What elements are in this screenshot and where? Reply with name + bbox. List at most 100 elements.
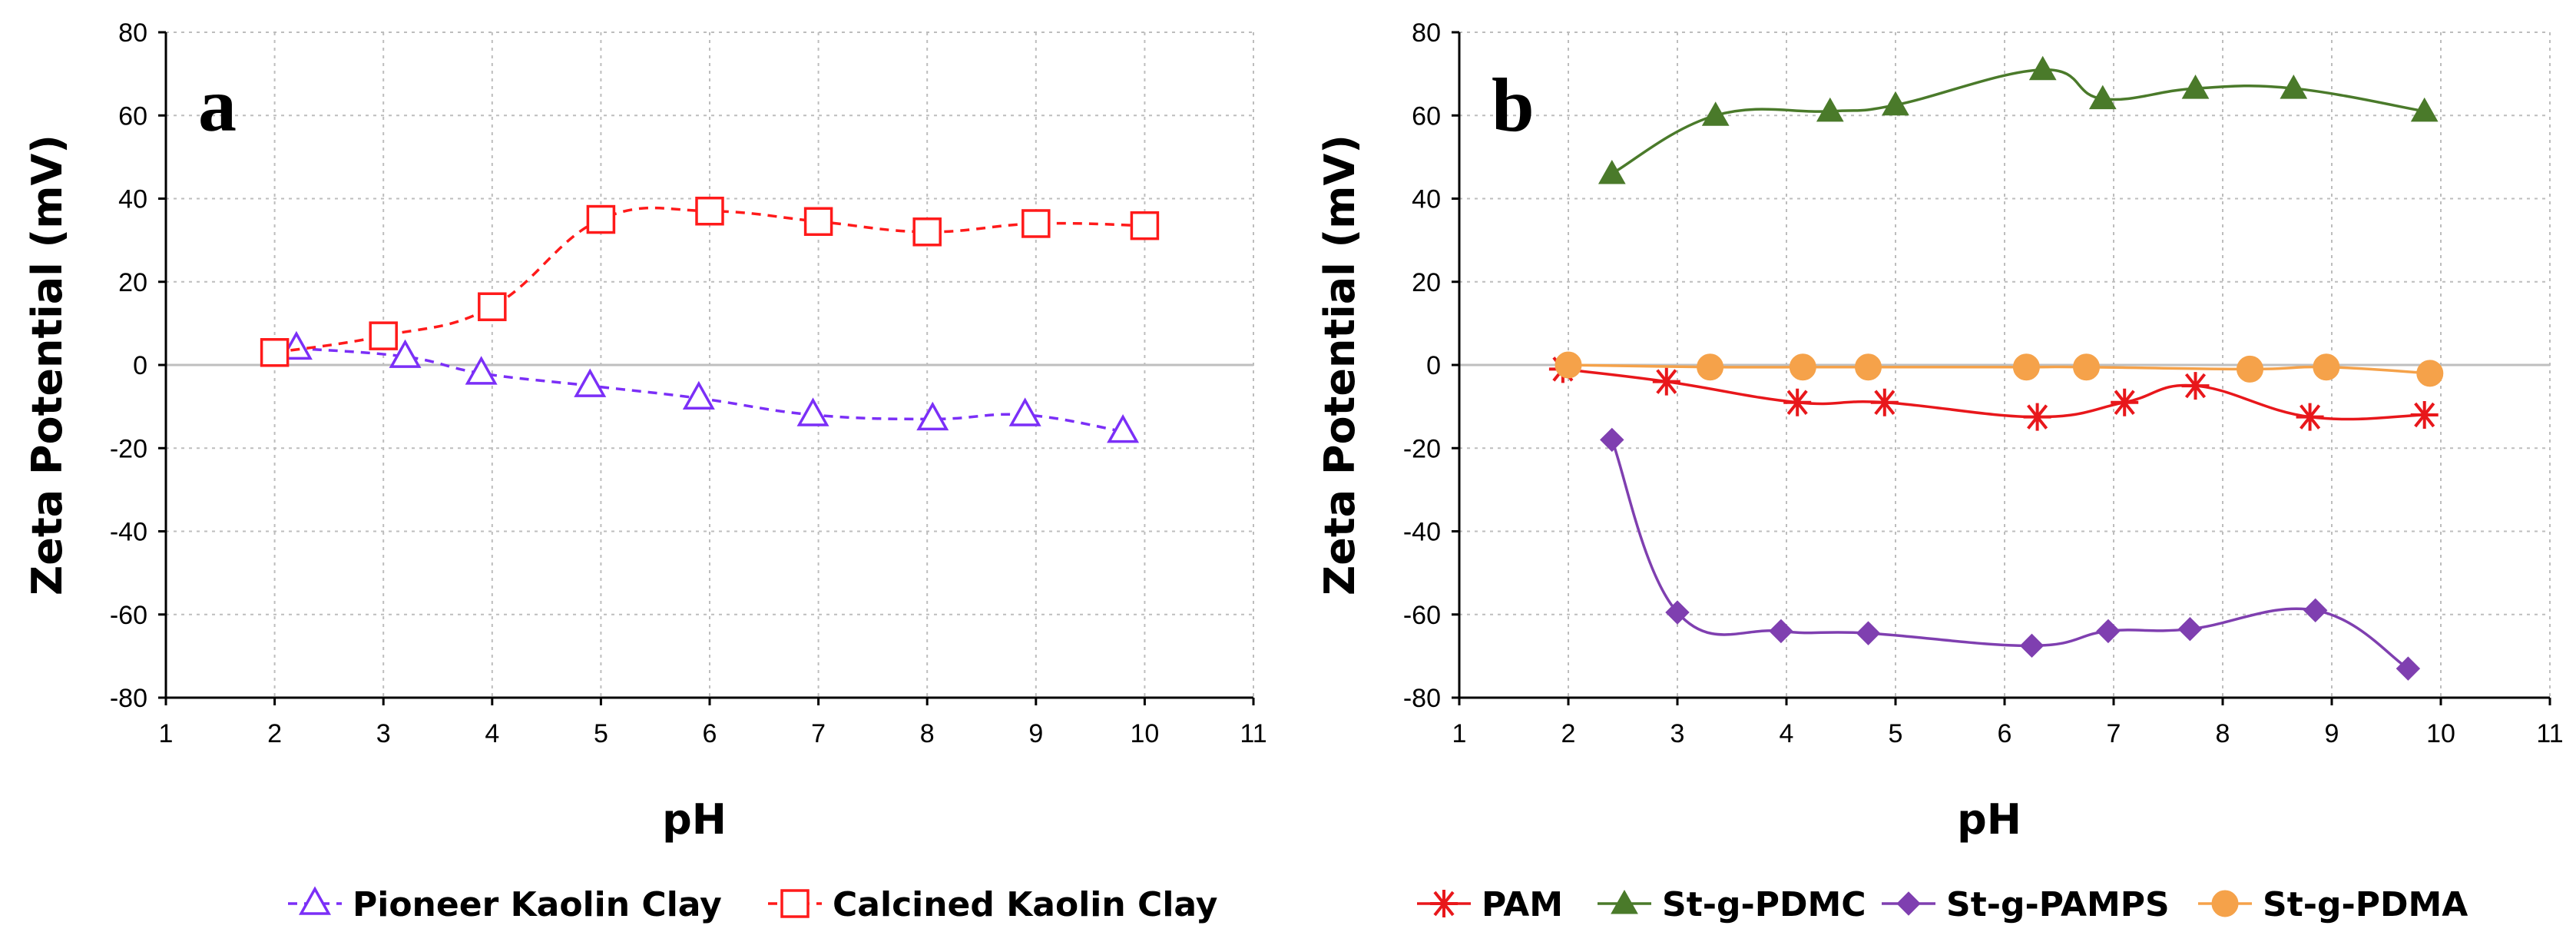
data-point xyxy=(912,217,942,247)
legend-marker xyxy=(299,886,331,915)
data-point xyxy=(574,368,607,397)
data-point xyxy=(389,339,422,368)
data-point xyxy=(1769,619,1793,644)
data-point xyxy=(2012,353,2040,381)
data-point xyxy=(2177,616,2203,642)
panel-a-series xyxy=(260,196,1160,443)
x-tick-label: 2 xyxy=(1561,719,1576,748)
x-tick-label: 4 xyxy=(485,719,499,748)
data-point xyxy=(465,356,498,385)
x-tick-label: 7 xyxy=(811,719,826,748)
y-tick-label: -80 xyxy=(110,684,147,713)
y-tick-label: -40 xyxy=(110,518,147,547)
data-point xyxy=(2181,75,2210,99)
y-tick-label: 60 xyxy=(118,101,147,131)
data-point xyxy=(2296,403,2324,431)
data-point xyxy=(1783,388,1812,416)
x-tick-label: 10 xyxy=(1130,719,1159,748)
legend-item: Pioneer Kaolin Clay xyxy=(288,885,722,924)
data-point xyxy=(478,292,507,321)
data-point xyxy=(1856,621,1881,645)
data-point xyxy=(1882,91,1909,116)
data-point xyxy=(916,401,949,431)
x-tick-label: 1 xyxy=(1452,719,1467,748)
x-tick-label: 5 xyxy=(1889,719,1903,748)
data-point xyxy=(1107,414,1140,443)
data-point xyxy=(1789,353,1816,381)
data-point xyxy=(2280,75,2308,99)
data-point xyxy=(280,330,313,360)
x-tick-label: 6 xyxy=(703,719,717,748)
data-point xyxy=(2416,360,2444,387)
y-tick-label: -20 xyxy=(1403,434,1441,463)
data-point xyxy=(2313,353,2340,381)
panel-a-legend: Pioneer Kaolin Clay Calcined Kaolin Clay xyxy=(288,885,1217,924)
y-tick-label: 80 xyxy=(118,18,147,48)
legend-marker xyxy=(2211,890,2239,917)
data-point xyxy=(1555,351,1582,379)
data-point xyxy=(1598,160,1626,184)
panel-a-ylabel: Zeta Potential (mV) xyxy=(23,134,71,595)
legend-label: St-g-PAMPS xyxy=(1946,885,2170,924)
series-line-calcined-kaolin-clay xyxy=(274,206,1145,354)
legend-marker xyxy=(1896,891,1921,916)
data-point xyxy=(2088,85,2117,110)
data-point xyxy=(2181,372,2210,400)
x-tick-label: 9 xyxy=(2325,719,2339,748)
data-point xyxy=(1021,209,1051,238)
data-point xyxy=(2237,355,2263,383)
data-point xyxy=(1600,427,1624,453)
x-tick-label: 3 xyxy=(1670,719,1685,748)
legend-label: Pioneer Kaolin Clay xyxy=(353,885,722,924)
y-tick-label: 0 xyxy=(1426,351,1441,380)
data-point xyxy=(796,397,829,426)
data-point xyxy=(2410,97,2439,122)
data-point xyxy=(2028,55,2057,81)
y-tick-label: -60 xyxy=(110,601,147,630)
legend-item: Calcined Kaolin Clay xyxy=(768,885,1217,924)
x-tick-label: 5 xyxy=(594,719,608,748)
data-point xyxy=(1697,353,1724,381)
x-tick-label: 2 xyxy=(267,719,282,748)
legend-item: St-g-PDMA xyxy=(2198,885,2468,924)
y-tick-label: -20 xyxy=(110,434,147,463)
data-point xyxy=(2073,353,2100,381)
data-point xyxy=(260,338,290,367)
data-point xyxy=(586,204,616,234)
legend-marker xyxy=(780,889,810,918)
legend-marker xyxy=(1611,889,1638,914)
legend-item: St-g-PDMC xyxy=(1598,885,1866,924)
x-tick-label: 9 xyxy=(1028,719,1043,748)
legend-label: St-g-PDMC xyxy=(1662,885,1866,924)
legend-item: PAM xyxy=(1417,885,1563,924)
panel-b-ticks: -80 -60 -40 -20 0 20 40 60 80 1 2 3 4 5 6 7 8 9 10 11 xyxy=(1403,18,2564,748)
x-tick-label: 1 xyxy=(159,719,174,748)
y-tick-label: -60 xyxy=(1403,601,1441,630)
data-point xyxy=(1665,600,1690,625)
panel-b-label: b xyxy=(1492,62,1535,148)
y-tick-label: 40 xyxy=(1412,185,1441,214)
x-tick-label: 11 xyxy=(1240,719,1266,748)
legend-label: PAM xyxy=(1482,885,1563,924)
y-tick-label: 40 xyxy=(118,185,147,214)
data-point xyxy=(2096,619,2121,644)
x-tick-label: 8 xyxy=(920,719,935,748)
x-tick-label: 7 xyxy=(2107,719,2121,748)
panel-a-ticks: -80 -60 -40 -20 0 20 40 60 80 1 2 3 4 5 6 7 8 9 10 11 xyxy=(110,18,1267,748)
legend-label: St-g-PDMA xyxy=(2263,885,2468,924)
panel-b-legend: PAM St-g-PDMC St-g-PAMPS St-g-PDMA xyxy=(1417,885,2468,924)
x-tick-label: 4 xyxy=(1780,719,1794,748)
series-line-st-g-pdmc xyxy=(1611,68,2425,175)
y-tick-label: 20 xyxy=(118,268,147,297)
data-point xyxy=(2111,388,2139,416)
x-tick-label: 11 xyxy=(2536,719,2563,748)
panel-a-axes xyxy=(164,32,1253,699)
data-point xyxy=(682,380,715,410)
data-point xyxy=(2410,400,2439,429)
y-tick-label: 20 xyxy=(1412,268,1441,297)
data-point xyxy=(2019,633,2045,658)
panel-a-label: a xyxy=(198,62,237,148)
data-point xyxy=(2023,403,2051,431)
